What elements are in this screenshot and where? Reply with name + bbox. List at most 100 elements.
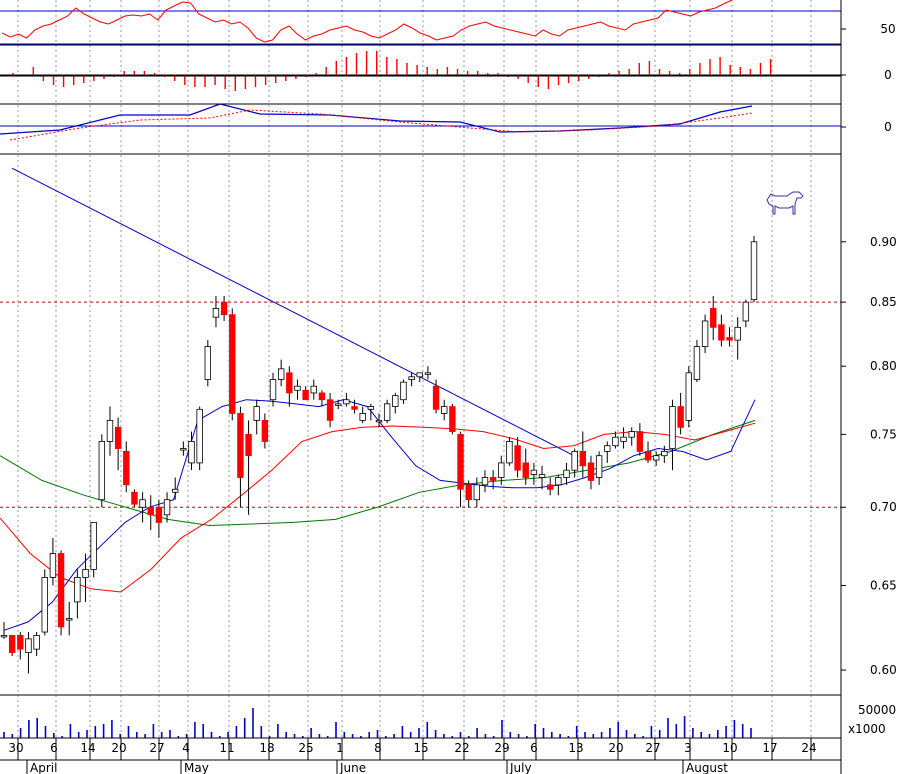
candle-body-up [685, 372, 692, 421]
candle [432, 379, 440, 414]
x-tick-label: 18 [259, 741, 274, 755]
candle-body-down [710, 307, 717, 328]
candle [424, 366, 432, 380]
candle [530, 462, 538, 485]
candle [335, 399, 342, 410]
candle-body-down [17, 635, 24, 650]
candle [302, 386, 309, 401]
candle-body-up [74, 577, 81, 603]
candle-body-up [530, 469, 538, 475]
x-tick-label: 27 [149, 741, 164, 755]
candle-body-up [750, 241, 758, 301]
candle-body-down [579, 451, 587, 467]
candle [66, 601, 73, 636]
x-tick-label: 11 [219, 741, 234, 755]
month-label: August [686, 761, 728, 774]
candle [114, 417, 122, 471]
candle-body-up [408, 376, 415, 380]
price-tick-label: 0.85 [870, 295, 897, 309]
candle [481, 470, 489, 493]
candle [636, 423, 644, 456]
candle-body-up [652, 455, 660, 461]
candle [139, 492, 146, 523]
candle [677, 392, 684, 435]
candle-body-down [726, 337, 733, 341]
candle-body-up [538, 474, 546, 478]
candle-body-up [734, 326, 741, 341]
price-tick-label: 0.65 [870, 579, 897, 593]
candle-body-down [718, 324, 725, 341]
candle-body-down [131, 491, 138, 505]
candle [383, 399, 391, 424]
candle [408, 372, 415, 387]
rsi-tick-label: 50 [880, 22, 895, 36]
candle-body-down [229, 314, 236, 414]
candle-body-up [49, 553, 57, 578]
candle [669, 399, 676, 471]
candle-body-up [416, 372, 423, 378]
candle-body-down [449, 406, 456, 432]
candle-body-up [400, 381, 407, 401]
candle-body-down [302, 389, 309, 401]
candle [269, 372, 277, 407]
candle [489, 470, 497, 490]
candle [571, 448, 578, 478]
candle-body-down [351, 406, 358, 410]
x-tick-label: 22 [454, 741, 469, 755]
macd-panel [0, 103, 841, 141]
candle-body-down [489, 477, 497, 481]
candle-body-up [90, 522, 97, 570]
trend-line [11, 167, 575, 457]
x-tick-label: 8 [374, 741, 382, 755]
candle-body-down [546, 484, 554, 490]
x-tick-label: 15 [413, 741, 428, 755]
rsi-panel [0, 0, 841, 45]
x-tick-label: 1 [336, 741, 344, 755]
candle-body-down [57, 553, 65, 628]
candle-body-up [595, 455, 603, 478]
candle [212, 295, 220, 328]
volume-panel [3, 708, 752, 738]
candle [628, 427, 635, 446]
candle-body-up [25, 638, 32, 654]
candle-body-up [473, 484, 481, 501]
candle [375, 413, 383, 428]
candle [286, 366, 293, 407]
candle [473, 477, 481, 508]
candle-body-up [196, 408, 203, 464]
candle [245, 420, 252, 515]
candle [416, 372, 423, 383]
candle [449, 403, 456, 435]
candle [726, 327, 733, 347]
candle-body-up [204, 346, 212, 380]
candle [180, 441, 187, 456]
candle [188, 431, 195, 471]
candle-body-up [310, 385, 317, 394]
candle-body-up [253, 406, 260, 421]
candle-body-down [318, 392, 326, 401]
candle-body-up [66, 618, 73, 621]
candle-body-up [742, 301, 750, 322]
x-tick-label: 27 [645, 741, 660, 755]
month-label: May [184, 761, 209, 774]
candle [155, 499, 163, 538]
candle [261, 413, 269, 449]
candle-body-up [555, 477, 562, 486]
candle [294, 379, 301, 400]
candle [644, 441, 652, 463]
candle [253, 399, 260, 435]
histogram-panel [0, 51, 841, 91]
x-tick-label: 14 [80, 741, 95, 755]
candle-body-up [506, 441, 513, 464]
candle [734, 317, 741, 360]
candle [595, 451, 603, 485]
candle [441, 399, 448, 421]
candle-body-up [277, 368, 285, 380]
x-tick-label: 20 [111, 741, 126, 755]
candle-body-up [180, 448, 187, 451]
candle [718, 314, 725, 347]
candle [392, 392, 399, 414]
candle-body-up [424, 372, 432, 375]
candle [229, 308, 236, 421]
candle [220, 295, 228, 321]
